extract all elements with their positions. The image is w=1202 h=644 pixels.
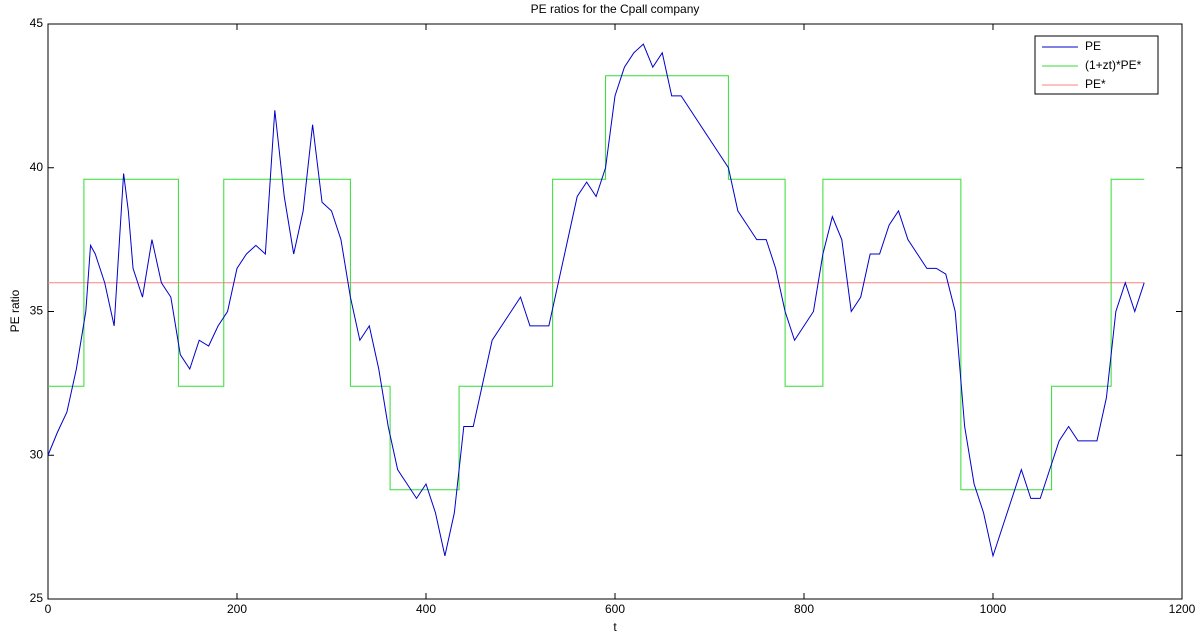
x-tick-label: 1200	[1169, 602, 1196, 616]
x-axis-label: t	[613, 620, 617, 634]
y-tick-label: 40	[30, 160, 44, 174]
x-tick-label: 400	[416, 602, 436, 616]
x-tick-label: 200	[227, 602, 247, 616]
legend-box	[1034, 35, 1159, 95]
series-line	[47, 43, 1145, 558]
plot-area	[47, 23, 1183, 600]
y-tick-label: 45	[30, 16, 44, 30]
x-tick-label: 800	[794, 602, 814, 616]
y-axis-label: PE ratio	[8, 289, 22, 332]
y-tick-label: 25	[30, 591, 44, 605]
y-tick-label: 30	[30, 447, 44, 461]
x-tick-label: 600	[605, 602, 625, 616]
x-tick-label: 1000	[980, 602, 1007, 616]
x-tick-label: 0	[45, 602, 52, 616]
legend-label: (1+zt)*PE*	[1085, 58, 1142, 72]
legend-label: PE	[1085, 39, 1101, 53]
y-tick-label: 35	[30, 304, 44, 318]
legend-label: PE*	[1085, 77, 1106, 91]
chart-title: PE ratios for the Cpall company	[531, 2, 700, 16]
